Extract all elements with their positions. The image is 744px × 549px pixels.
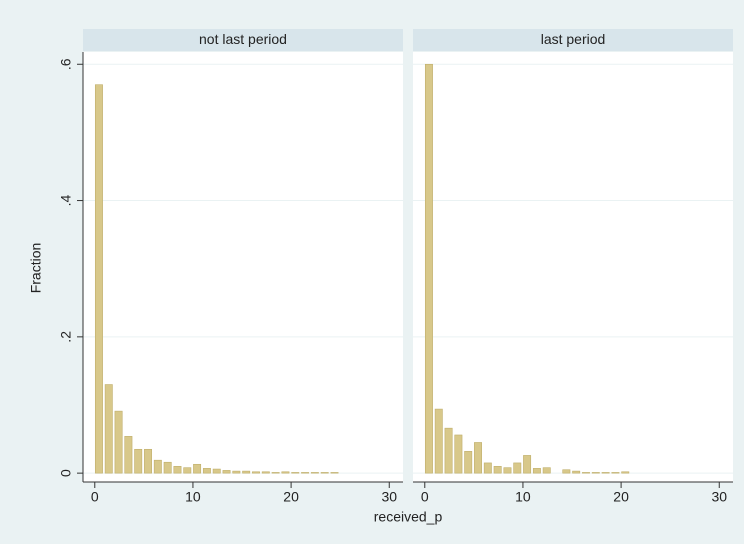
x-tick-label: 20	[613, 489, 629, 505]
strip	[83, 29, 403, 51]
bar	[532, 468, 541, 474]
bar	[222, 470, 231, 474]
bar	[601, 472, 610, 474]
bar	[212, 468, 221, 474]
x-tick-label: 0	[421, 489, 429, 505]
plot-area	[413, 52, 733, 482]
bar	[474, 442, 482, 474]
bar	[114, 410, 123, 474]
panel-title: not last period	[199, 31, 287, 47]
bar	[153, 459, 162, 474]
bar	[124, 436, 133, 474]
bar	[291, 472, 300, 474]
bar	[134, 448, 143, 474]
bar	[582, 472, 590, 474]
bar	[94, 84, 103, 474]
x-tick-label: 0	[91, 489, 99, 505]
bar	[173, 466, 182, 474]
y-tick-label: .4	[58, 195, 74, 207]
bar	[163, 461, 172, 474]
bar	[310, 472, 319, 474]
bar	[183, 467, 192, 474]
plot-area	[83, 52, 403, 482]
x-tick-label: 10	[185, 489, 201, 505]
bar	[611, 472, 620, 474]
bar	[454, 434, 463, 474]
y-tick-label: 0	[58, 469, 74, 477]
y-tick-label: .2	[58, 331, 74, 343]
x-tick-label: 20	[283, 489, 299, 505]
panel-title: last period	[541, 31, 606, 47]
y-tick-label: .6	[58, 58, 74, 70]
bar	[503, 467, 512, 474]
bar	[242, 470, 251, 474]
bar	[301, 472, 310, 474]
bar	[320, 472, 329, 474]
bar	[252, 471, 260, 474]
bar	[261, 471, 270, 474]
bar	[193, 463, 202, 474]
x-axis-label: received_p	[374, 509, 443, 525]
bar	[591, 472, 600, 474]
bar	[330, 472, 339, 474]
x-tick-label: 30	[381, 489, 397, 505]
bar	[424, 63, 433, 474]
bar	[444, 427, 453, 474]
bar	[271, 472, 280, 474]
bar	[513, 462, 522, 474]
bar	[434, 408, 443, 474]
bar	[281, 471, 290, 474]
bar	[542, 467, 551, 474]
bar	[523, 455, 532, 474]
x-tick-label: 30	[711, 489, 727, 505]
bar	[464, 451, 473, 474]
bar	[562, 469, 571, 474]
bar	[232, 470, 241, 474]
y-axis-label: Fraction	[28, 243, 44, 294]
bar	[483, 462, 492, 474]
bar	[493, 466, 502, 474]
bar	[621, 471, 630, 474]
bar	[572, 470, 581, 474]
x-tick-label: 10	[515, 489, 531, 505]
bar	[144, 448, 152, 474]
bar	[104, 384, 113, 474]
strip	[413, 29, 733, 51]
bar	[202, 468, 211, 474]
